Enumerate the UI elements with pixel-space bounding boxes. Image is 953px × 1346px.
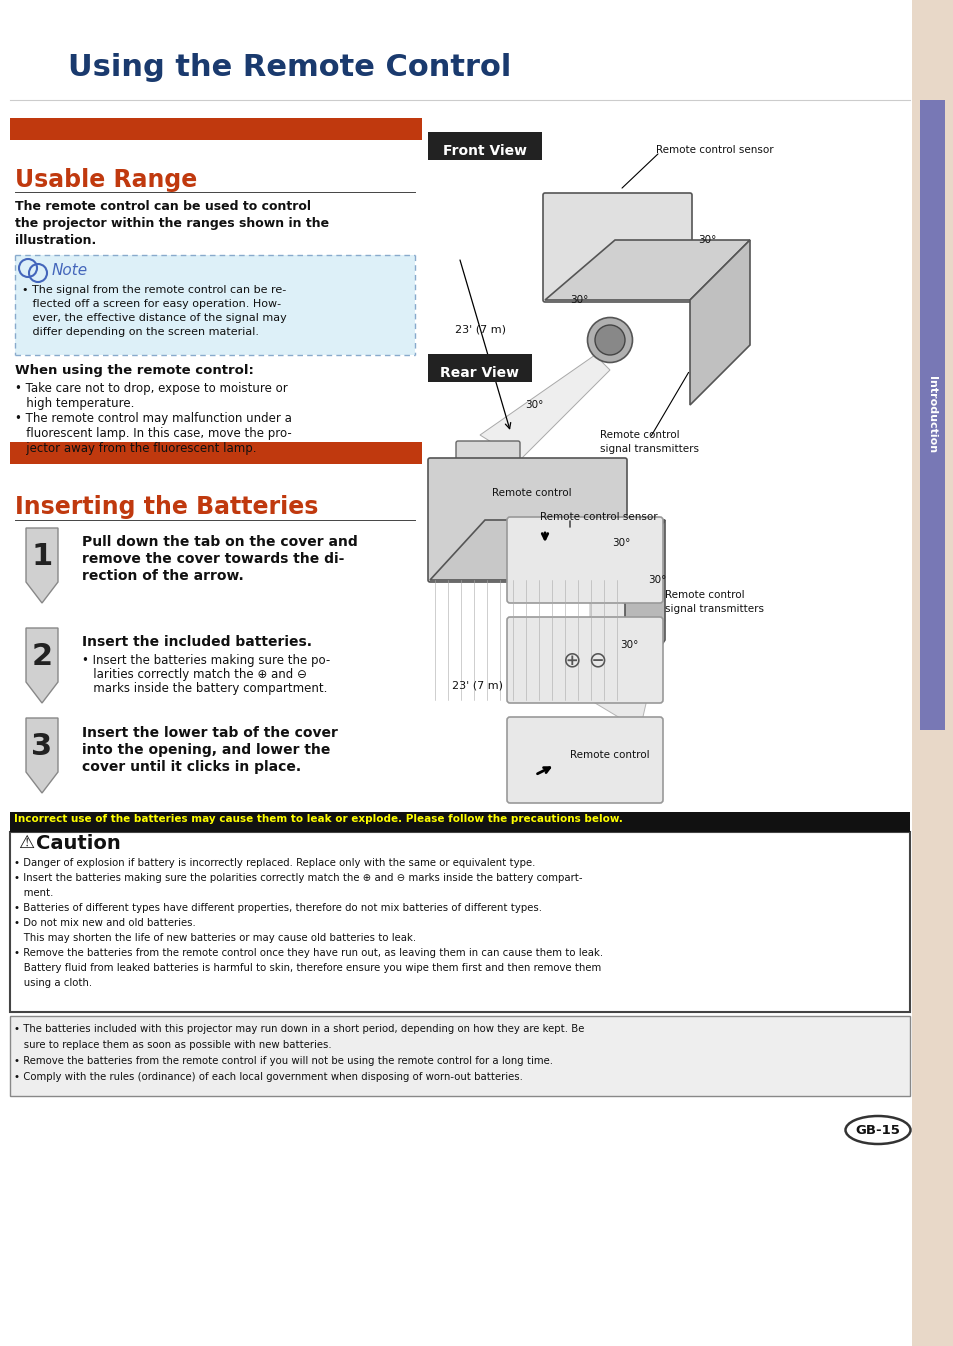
Text: Remote control: Remote control xyxy=(664,590,744,600)
Text: high temperature.: high temperature. xyxy=(15,397,134,411)
FancyBboxPatch shape xyxy=(10,441,421,464)
Text: 23' (7 m): 23' (7 m) xyxy=(452,680,502,690)
Text: the projector within the ranges shown in the: the projector within the ranges shown in… xyxy=(15,217,329,230)
Polygon shape xyxy=(589,590,664,730)
Polygon shape xyxy=(689,240,749,405)
Text: Introduction: Introduction xyxy=(926,377,936,454)
Polygon shape xyxy=(479,355,609,460)
FancyBboxPatch shape xyxy=(10,1016,909,1096)
Text: Incorrect use of the batteries may cause them to leak or explode. Please follow : Incorrect use of the batteries may cause… xyxy=(14,814,622,824)
Text: • Do not mix new and old batteries.: • Do not mix new and old batteries. xyxy=(14,918,195,927)
Text: illustration.: illustration. xyxy=(15,234,96,248)
Polygon shape xyxy=(430,520,664,580)
Text: jector away from the fluorescent lamp.: jector away from the fluorescent lamp. xyxy=(15,441,256,455)
FancyBboxPatch shape xyxy=(10,118,421,140)
Text: ever, the effective distance of the signal may: ever, the effective distance of the sign… xyxy=(22,314,287,323)
Text: • The remote control may malfunction under a: • The remote control may malfunction und… xyxy=(15,412,292,425)
Text: 30°: 30° xyxy=(698,236,716,245)
Text: Inserting the Batteries: Inserting the Batteries xyxy=(15,495,318,520)
Text: rection of the arrow.: rection of the arrow. xyxy=(82,569,244,583)
Text: GB-15: GB-15 xyxy=(855,1124,900,1136)
FancyBboxPatch shape xyxy=(10,832,909,1012)
FancyBboxPatch shape xyxy=(10,812,909,832)
Text: Remote control sensor: Remote control sensor xyxy=(539,511,657,522)
Text: Battery fluid from leaked batteries is harmful to skin, therefore ensure you wip: Battery fluid from leaked batteries is h… xyxy=(14,962,600,973)
FancyBboxPatch shape xyxy=(456,441,519,467)
Ellipse shape xyxy=(844,1116,909,1144)
Text: Remote control sensor: Remote control sensor xyxy=(656,145,773,155)
Text: • The signal from the remote control can be re-: • The signal from the remote control can… xyxy=(22,285,286,295)
Text: Using the Remote Control: Using the Remote Control xyxy=(68,54,511,82)
Text: Note: Note xyxy=(52,262,88,279)
Text: differ depending on the screen material.: differ depending on the screen material. xyxy=(22,327,258,336)
Text: fluorescent lamp. In this case, move the pro-: fluorescent lamp. In this case, move the… xyxy=(15,427,292,440)
Text: The remote control can be used to control: The remote control can be used to contro… xyxy=(15,201,311,213)
Text: Remote control: Remote control xyxy=(569,750,649,760)
Polygon shape xyxy=(26,528,58,603)
Ellipse shape xyxy=(595,324,624,355)
FancyBboxPatch shape xyxy=(578,746,651,773)
Polygon shape xyxy=(26,717,58,793)
Text: • Insert the batteries making sure the po-: • Insert the batteries making sure the p… xyxy=(82,654,330,668)
FancyBboxPatch shape xyxy=(506,717,662,804)
FancyBboxPatch shape xyxy=(15,254,415,355)
Text: Insert the lower tab of the cover: Insert the lower tab of the cover xyxy=(82,725,337,740)
Text: 30°: 30° xyxy=(647,575,666,586)
Text: 23' (7 m): 23' (7 m) xyxy=(455,324,505,335)
Text: Remote control: Remote control xyxy=(492,489,571,498)
Text: 30°: 30° xyxy=(524,400,543,411)
Text: signal transmitters: signal transmitters xyxy=(664,604,763,614)
FancyBboxPatch shape xyxy=(506,616,662,703)
FancyBboxPatch shape xyxy=(506,517,662,603)
Text: marks inside the battery compartment.: marks inside the battery compartment. xyxy=(82,682,327,695)
Text: cover until it clicks in place.: cover until it clicks in place. xyxy=(82,760,301,774)
Text: into the opening, and lower the: into the opening, and lower the xyxy=(82,743,330,756)
Text: ment.: ment. xyxy=(14,888,53,898)
Text: Rear View: Rear View xyxy=(440,366,519,380)
Text: Front View: Front View xyxy=(442,144,526,157)
Ellipse shape xyxy=(587,318,632,362)
Text: • Insert the batteries making sure the polarities correctly match the ⊕ and ⊖ ma: • Insert the batteries making sure the p… xyxy=(14,874,582,883)
Text: signal transmitters: signal transmitters xyxy=(599,444,699,454)
FancyBboxPatch shape xyxy=(542,192,691,302)
Text: sure to replace them as soon as possible with new batteries.: sure to replace them as soon as possible… xyxy=(14,1040,332,1050)
FancyBboxPatch shape xyxy=(428,354,532,382)
Text: When using the remote control:: When using the remote control: xyxy=(15,363,253,377)
Text: 30°: 30° xyxy=(619,639,638,650)
Text: • Remove the batteries from the remote control if you will not be using the remo: • Remove the batteries from the remote c… xyxy=(14,1057,553,1066)
Text: This may shorten the life of new batteries or may cause old batteries to leak.: This may shorten the life of new batteri… xyxy=(14,933,416,944)
Text: • The batteries included with this projector may run down in a short period, dep: • The batteries included with this proje… xyxy=(14,1024,584,1034)
Text: • Batteries of different types have different properties, therefore do not mix b: • Batteries of different types have diff… xyxy=(14,903,541,913)
Text: 2: 2 xyxy=(31,642,52,672)
Text: Insert the included batteries.: Insert the included batteries. xyxy=(82,635,312,649)
Text: Caution: Caution xyxy=(36,835,121,853)
FancyBboxPatch shape xyxy=(911,0,953,1346)
Text: ⊕ ⊖: ⊕ ⊖ xyxy=(562,650,606,670)
FancyBboxPatch shape xyxy=(428,132,541,160)
Text: Remote control: Remote control xyxy=(599,429,679,440)
Text: • Comply with the rules (ordinance) of each local government when disposing of w: • Comply with the rules (ordinance) of e… xyxy=(14,1071,522,1082)
FancyBboxPatch shape xyxy=(0,0,194,4)
Polygon shape xyxy=(26,629,58,703)
FancyBboxPatch shape xyxy=(0,0,145,100)
Text: using a cloth.: using a cloth. xyxy=(14,979,92,988)
Text: • Remove the batteries from the remote control once they have run out, as leavin: • Remove the batteries from the remote c… xyxy=(14,948,602,958)
FancyBboxPatch shape xyxy=(919,100,944,730)
Text: • Danger of explosion if battery is incorrectly replaced. Replace only with the : • Danger of explosion if battery is inco… xyxy=(14,857,535,868)
Text: 30°: 30° xyxy=(612,538,630,548)
Text: 30°: 30° xyxy=(569,295,588,306)
Text: ⚠: ⚠ xyxy=(18,835,34,852)
Text: 1: 1 xyxy=(31,542,52,571)
Text: 3: 3 xyxy=(31,732,52,760)
Text: remove the cover towards the di-: remove the cover towards the di- xyxy=(82,552,344,567)
Text: flected off a screen for easy operation. How-: flected off a screen for easy operation.… xyxy=(22,299,281,310)
Text: Pull down the tab on the cover and: Pull down the tab on the cover and xyxy=(82,534,357,549)
Polygon shape xyxy=(544,240,749,300)
Text: • Take care not to drop, expose to moisture or: • Take care not to drop, expose to moist… xyxy=(15,382,288,394)
Text: larities correctly match the ⊕ and ⊖: larities correctly match the ⊕ and ⊖ xyxy=(82,668,307,681)
Ellipse shape xyxy=(0,0,107,93)
Polygon shape xyxy=(624,520,664,700)
Text: Usable Range: Usable Range xyxy=(15,168,197,192)
FancyBboxPatch shape xyxy=(428,458,626,581)
